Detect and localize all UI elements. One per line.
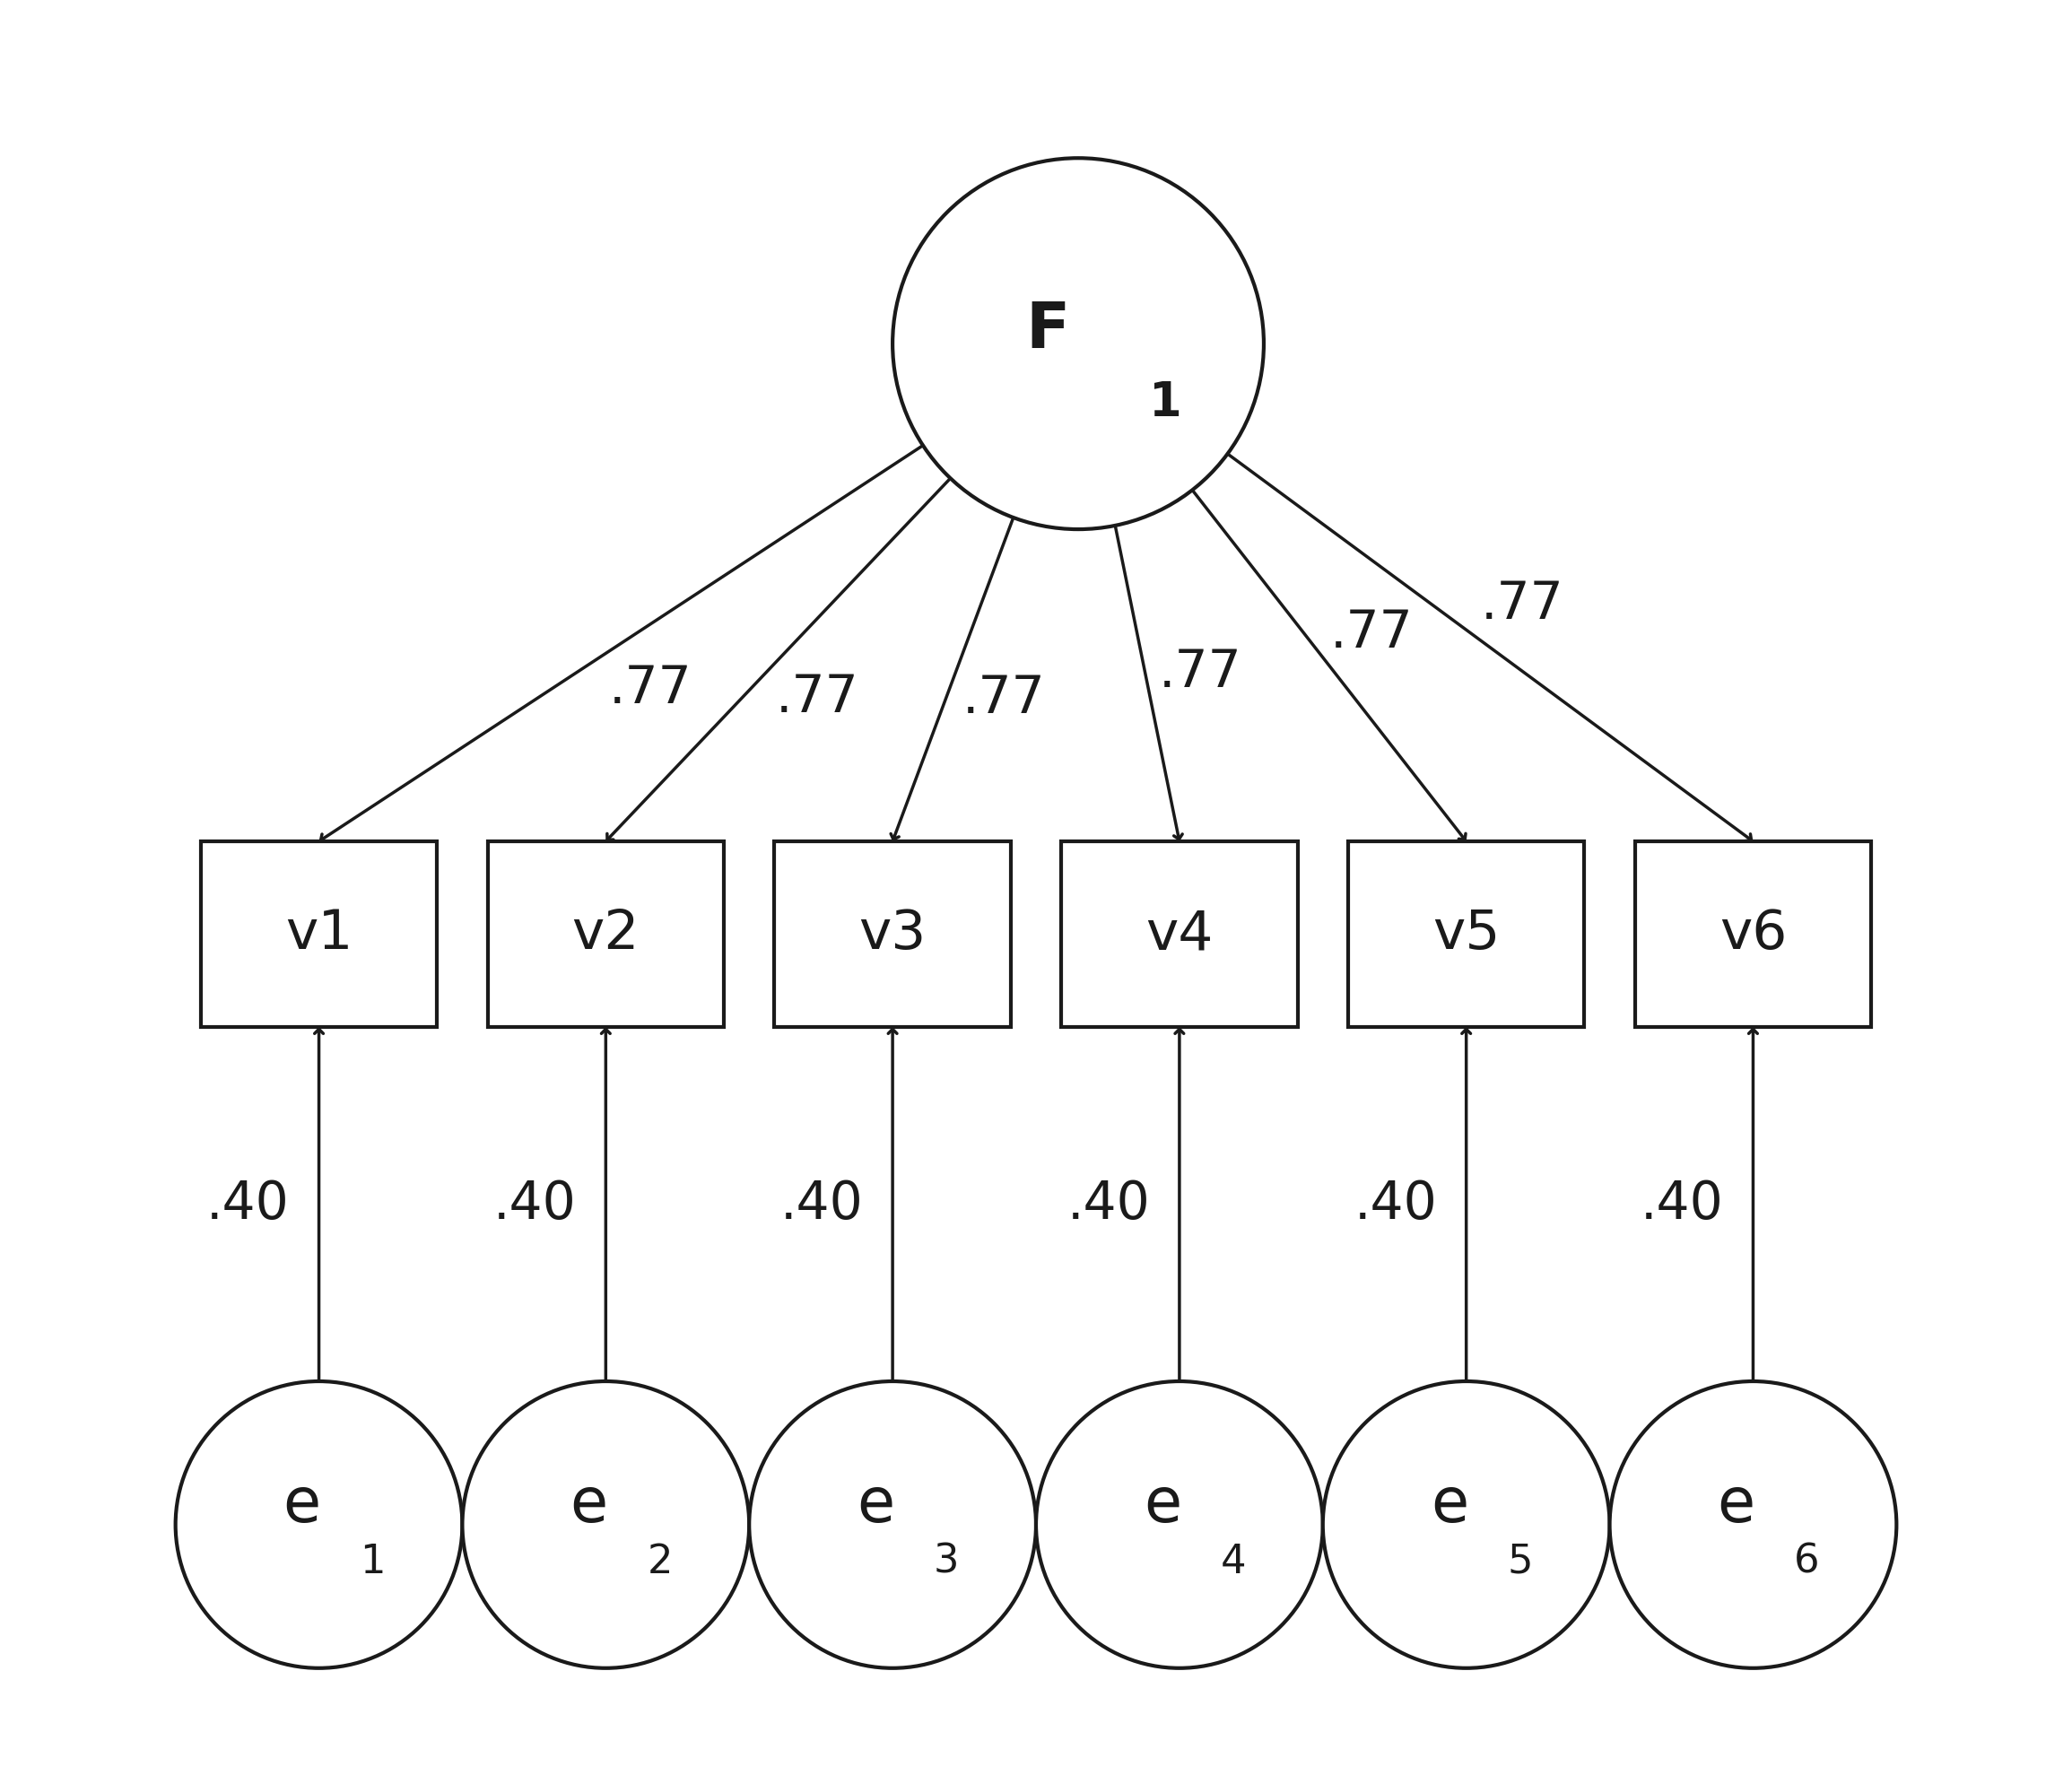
Text: e: e <box>858 1474 895 1534</box>
Text: .40: .40 <box>781 1179 864 1229</box>
Text: e: e <box>570 1474 607 1534</box>
Text: v6: v6 <box>1720 908 1786 960</box>
Text: e: e <box>1718 1474 1755 1534</box>
Text: 1: 1 <box>361 1543 385 1581</box>
FancyBboxPatch shape <box>1635 842 1871 1028</box>
Ellipse shape <box>1036 1381 1322 1668</box>
Text: e: e <box>1144 1474 1181 1534</box>
Ellipse shape <box>462 1381 750 1668</box>
Ellipse shape <box>1322 1381 1610 1668</box>
Text: e: e <box>1430 1474 1469 1534</box>
Text: 2: 2 <box>646 1543 673 1581</box>
Text: v2: v2 <box>572 908 640 960</box>
Ellipse shape <box>176 1381 462 1668</box>
Text: .77: .77 <box>609 664 692 714</box>
Text: .40: .40 <box>1641 1179 1724 1229</box>
Text: v4: v4 <box>1146 908 1214 960</box>
Ellipse shape <box>893 159 1264 530</box>
Text: .40: .40 <box>1067 1179 1150 1229</box>
Text: .77: .77 <box>1481 578 1564 630</box>
Ellipse shape <box>1610 1381 1896 1668</box>
Text: 4: 4 <box>1220 1543 1245 1581</box>
Text: e: e <box>284 1474 321 1534</box>
Text: F: F <box>1026 300 1069 360</box>
Text: 6: 6 <box>1794 1543 1819 1581</box>
Text: .40: .40 <box>1353 1179 1438 1229</box>
Text: 1: 1 <box>1150 380 1183 426</box>
Text: .77: .77 <box>961 673 1044 724</box>
Text: .77: .77 <box>1330 607 1413 658</box>
Text: .40: .40 <box>207 1179 290 1229</box>
Text: 5: 5 <box>1508 1543 1533 1581</box>
Text: v1: v1 <box>286 908 352 960</box>
Text: .77: .77 <box>1158 648 1241 698</box>
FancyBboxPatch shape <box>487 842 723 1028</box>
Text: 3: 3 <box>934 1543 959 1581</box>
FancyBboxPatch shape <box>1061 842 1297 1028</box>
Ellipse shape <box>750 1381 1036 1668</box>
FancyBboxPatch shape <box>1349 842 1585 1028</box>
FancyBboxPatch shape <box>201 842 437 1028</box>
Text: .77: .77 <box>775 671 858 723</box>
Text: v3: v3 <box>858 908 926 960</box>
FancyBboxPatch shape <box>775 842 1011 1028</box>
Text: v5: v5 <box>1432 908 1500 960</box>
Text: .40: .40 <box>493 1179 576 1229</box>
